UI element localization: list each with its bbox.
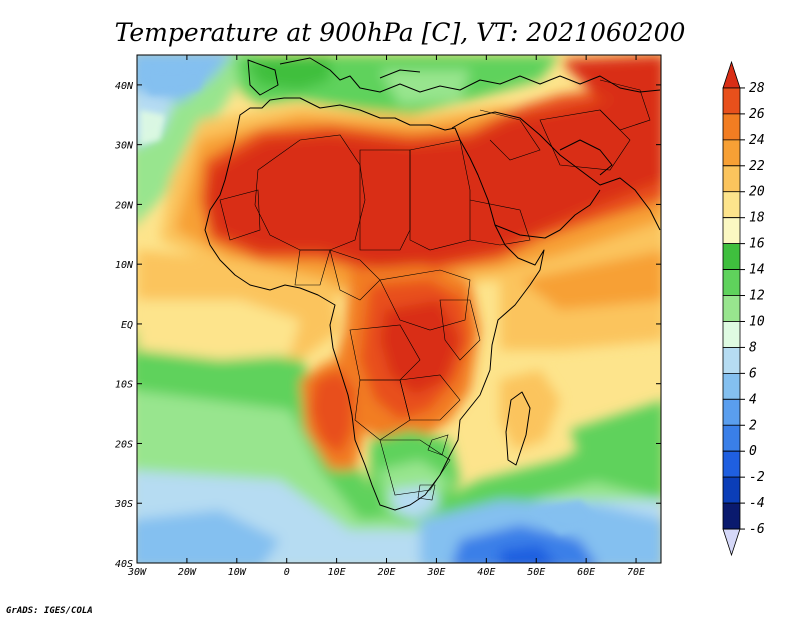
x-tick-label: 60E xyxy=(577,567,595,578)
colorbar-swatch xyxy=(722,321,741,348)
y-tick-label: 40N xyxy=(115,81,134,92)
colorbar-swatch xyxy=(722,372,741,400)
colorbar-label: 6 xyxy=(749,366,757,381)
colorbar-swatch xyxy=(722,60,741,89)
y-tick-label: 10N xyxy=(115,260,134,271)
colorbar-label: 24 xyxy=(749,133,765,148)
x-tick-label: 50E xyxy=(527,567,545,578)
y-tick-label: 30N xyxy=(114,141,134,152)
x-tick-label: 70E xyxy=(627,567,645,578)
x-tick-label: 20W xyxy=(178,567,197,578)
x-axis: 30W 20W 10W 0 10E 20E 30E 40E 50E 60E 70E xyxy=(127,55,645,578)
x-tick-label: 40E xyxy=(477,567,495,578)
temperature-field xyxy=(137,55,661,563)
colorbar-label: -6 xyxy=(749,522,765,537)
colorbar-label: 16 xyxy=(749,237,765,252)
colorbar-swatch xyxy=(722,191,741,219)
colorbar-label: 22 xyxy=(749,159,765,174)
x-tick-label: 20E xyxy=(377,567,395,578)
colorbar-label: 18 xyxy=(749,211,765,226)
colorbar-swatch xyxy=(722,476,741,504)
y-tick-label: EQ xyxy=(121,320,133,331)
colorbar-swatch xyxy=(722,450,741,478)
colorbar-label: -4 xyxy=(749,496,765,511)
coastlines xyxy=(204,57,661,511)
y-tick-label: 30S xyxy=(114,499,133,510)
map-frame xyxy=(136,54,662,564)
country-borders xyxy=(219,79,651,501)
colorbar-swatch xyxy=(722,424,741,452)
colorbar-swatch xyxy=(722,243,741,270)
map-title: Temperature at 900hPa [C], VT: 202106020… xyxy=(115,18,686,47)
colorbar-label: 2 xyxy=(749,418,757,433)
y-tick-label: 20N xyxy=(115,200,134,211)
colorbar-swatch xyxy=(722,502,741,530)
colorbar-swatch xyxy=(722,113,741,141)
x-tick-label: 30W xyxy=(127,567,147,578)
y-axis: 40N 30N 20N 10N EQ 10S 20S 30S 40S xyxy=(114,81,661,570)
y-tick-label: 20S xyxy=(115,439,133,450)
colorbar-swatch xyxy=(722,398,741,426)
x-tick-label: 10E xyxy=(328,567,346,578)
colorbar-swatch xyxy=(722,217,741,245)
colorbar-label: 20 xyxy=(749,185,765,200)
colorbar-label: 0 xyxy=(749,444,757,459)
colorbar-swatch xyxy=(722,347,741,374)
colorbar-label: 10 xyxy=(749,314,765,329)
colorbar-swatch xyxy=(722,87,741,115)
colorbar-label: 14 xyxy=(749,263,765,278)
colorbar-label: 4 xyxy=(749,392,757,407)
colorbar-swatch xyxy=(722,528,741,557)
x-tick-label: 30E xyxy=(426,567,445,578)
colorbar-label: 8 xyxy=(749,340,757,355)
colorbar-swatch xyxy=(722,139,741,167)
colorbar-label: -2 xyxy=(749,470,765,485)
colorbar-label: 28 xyxy=(749,81,765,96)
x-tick-label: 10W xyxy=(228,567,247,578)
colorbar-swatch xyxy=(722,269,741,296)
y-tick-label: 40S xyxy=(115,559,133,570)
x-tick-label: 0 xyxy=(284,567,290,578)
colorbar-swatch xyxy=(722,165,741,193)
colorbar-label: 12 xyxy=(749,289,765,304)
credit-text: GrADS: IGES/COLA xyxy=(6,606,93,616)
colorbar-label: 26 xyxy=(749,107,765,122)
colorbar-swatch xyxy=(722,295,741,322)
y-tick-label: 10S xyxy=(115,380,133,391)
